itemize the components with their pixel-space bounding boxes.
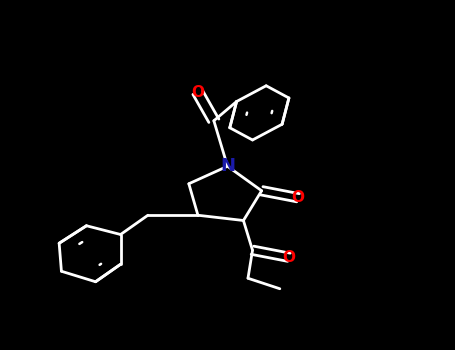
Text: N: N bbox=[220, 157, 235, 175]
Text: O: O bbox=[192, 85, 204, 100]
Text: O: O bbox=[292, 190, 304, 205]
Text: O: O bbox=[283, 250, 295, 265]
